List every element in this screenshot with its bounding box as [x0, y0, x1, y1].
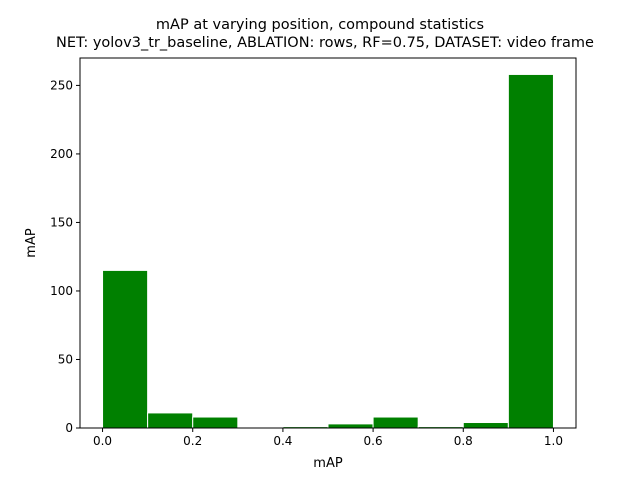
histogram-bar — [462, 422, 509, 429]
x-tick-label: 0.8 — [454, 434, 473, 448]
histogram-bar — [147, 412, 194, 429]
y-axis-label: mAP — [24, 228, 39, 258]
y-tick-label: 50 — [58, 352, 73, 366]
x-tick-label: 1.0 — [544, 434, 563, 448]
histogram-bar — [102, 269, 149, 429]
x-axis-ticks: 0.0 0.2 0.4 0.6 0.8 1.0 — [93, 428, 563, 448]
y-axis-ticks: 0 50 100 150 200 250 — [50, 78, 80, 435]
x-tick-label: 0.4 — [273, 434, 292, 448]
chart-title: mAP at varying position, compound statis… — [155, 17, 485, 33]
y-tick-label: 200 — [50, 147, 73, 161]
x-axis-label: mAP — [313, 456, 343, 471]
axes-frame — [79, 57, 577, 429]
histogram-bar — [192, 416, 239, 429]
y-tick-label: 0 — [65, 421, 73, 435]
histogram-bar — [372, 416, 419, 429]
histogram-bar — [327, 423, 374, 429]
x-tick-label: 0.0 — [93, 434, 112, 448]
y-tick-label: 250 — [50, 78, 73, 92]
x-tick-label: 0.2 — [183, 434, 202, 448]
chart-subtitle: NET: yolov3_tr_baseline, ABLATION: rows,… — [56, 35, 594, 51]
x-tick-label: 0.6 — [364, 434, 383, 448]
histogram-bars — [102, 73, 554, 429]
histogram-bar — [507, 73, 554, 429]
y-tick-label: 150 — [50, 215, 73, 229]
y-tick-label: 100 — [50, 284, 73, 298]
